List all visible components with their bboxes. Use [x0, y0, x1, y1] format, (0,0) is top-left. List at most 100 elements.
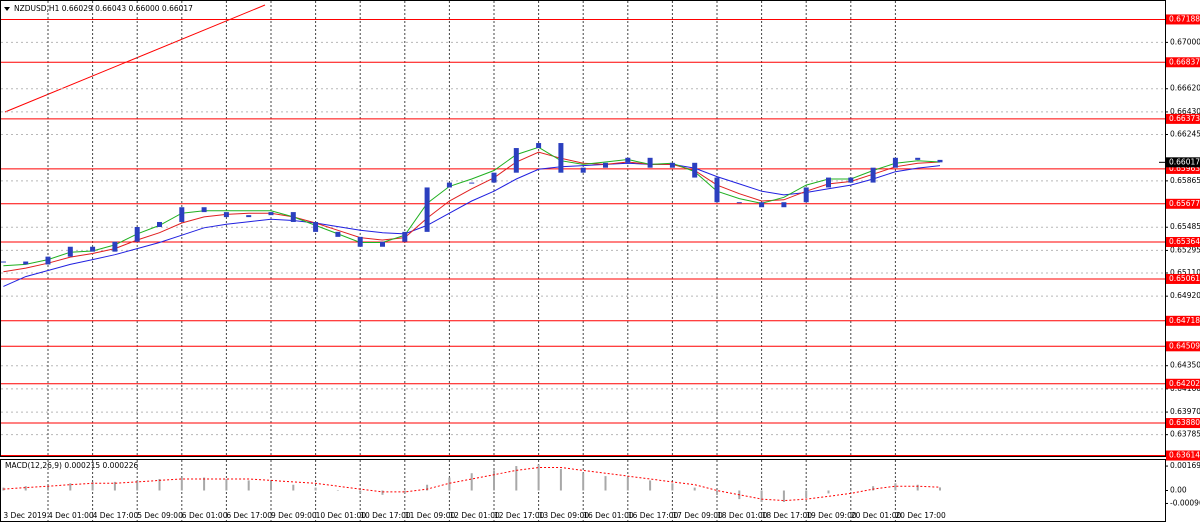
x-tick-label: 9 Dec 09:00	[271, 511, 317, 520]
x-tick-label: 3 Dec 2019	[3, 511, 46, 520]
x-tick-label: 4 Dec 01:00	[48, 511, 94, 520]
candle	[870, 167, 876, 183]
y-tick-label: 0.00	[1170, 486, 1187, 495]
macd-bar	[24, 486, 27, 491]
x-tick-label: 18 Dec 01:00	[717, 511, 768, 520]
y-tick-label: -0.000901	[1170, 498, 1200, 507]
macd-bar	[582, 473, 585, 491]
moving-average	[3, 162, 941, 287]
candle	[134, 226, 140, 242]
y-tick-label: 0.66620	[1170, 84, 1200, 93]
macd-bar	[292, 484, 295, 491]
macd-bar	[225, 478, 228, 491]
candle	[781, 202, 787, 208]
macd-bar	[604, 476, 607, 491]
y-tick-label: 0.64350	[1170, 361, 1200, 370]
y-tick-label: 0.65110	[1170, 268, 1200, 277]
y-tick-label: 0.66430	[1170, 107, 1200, 116]
x-tick-label: 12 Dec 17:00	[494, 511, 545, 520]
x-tick-label: 20 Dec 17:00	[895, 511, 946, 520]
level-label: 0.65061	[1169, 274, 1200, 283]
macd-bar	[760, 490, 763, 503]
level-label: 0.65677	[1169, 199, 1200, 208]
macd-bar	[872, 486, 875, 491]
macd-bar	[403, 490, 406, 494]
macd-title: MACD(12,26,9) 0.000215 0.000226	[5, 461, 139, 470]
level-label-box	[1166, 14, 1200, 25]
macd-bar	[537, 464, 540, 491]
candle	[179, 207, 185, 222]
candle	[380, 241, 385, 247]
candle	[915, 157, 921, 160]
macd-bar	[113, 481, 116, 491]
y-tick-label: 0.66245	[1170, 130, 1200, 139]
x-tick-label: 16 Dec 17:00	[628, 511, 679, 520]
level-label: 0.64718	[1169, 316, 1200, 325]
level-label: 0.67188	[1169, 14, 1200, 23]
macd-bar	[805, 490, 808, 498]
x-tick-label: 5 Dec 09:00	[137, 511, 183, 520]
candle	[759, 202, 765, 208]
level-label: 0.63614	[1169, 451, 1200, 460]
macd-bar	[916, 484, 919, 491]
title-arrow	[4, 7, 10, 11]
candle	[112, 241, 118, 252]
candle	[268, 212, 274, 216]
macd-bar	[849, 490, 852, 491]
candle	[558, 143, 564, 173]
macd-bar	[314, 487, 317, 491]
candle	[290, 212, 296, 222]
candle	[536, 143, 542, 149]
candle	[90, 246, 96, 252]
candle	[826, 177, 831, 188]
level-label-box	[1166, 418, 1200, 429]
level-label-box	[1166, 450, 1200, 461]
candle	[892, 157, 898, 168]
x-tick-label: 19 Dec 09:00	[806, 511, 857, 520]
macd-bar	[626, 477, 629, 491]
x-tick-label: 17 Dec 09:00	[672, 511, 723, 520]
candle	[157, 221, 162, 227]
macd-bar	[716, 490, 718, 495]
macd-bar	[693, 487, 696, 491]
y-tick-label: 0.65295	[1170, 245, 1200, 254]
level-label-box	[1166, 315, 1200, 326]
candle	[357, 236, 363, 247]
candle	[491, 172, 497, 183]
macd-bar	[649, 480, 652, 491]
level-label: 0.64202	[1169, 379, 1200, 388]
current-price-box	[1166, 157, 1200, 168]
level-label: 0.65364	[1169, 237, 1200, 246]
candle	[67, 246, 73, 257]
macd-bar	[247, 480, 250, 491]
level-label-box	[1166, 378, 1200, 389]
macd-bar	[47, 484, 49, 491]
x-tick-label: 18 Dec 17:00	[762, 511, 813, 520]
candle	[513, 148, 519, 173]
candle	[402, 231, 408, 242]
level-label-box	[1166, 341, 1200, 352]
level-label-box	[1166, 273, 1200, 284]
candle	[669, 162, 675, 168]
level-label-box	[1166, 236, 1200, 247]
y-tick-label: 0.63785	[1170, 430, 1200, 439]
x-tick-label: 13 Dec 09:00	[539, 511, 590, 520]
macd-bar	[515, 466, 518, 491]
level-label-box	[1166, 163, 1200, 174]
candle	[736, 202, 742, 204]
y-tick-label: 0.67000	[1170, 37, 1200, 46]
x-tick-label: 10 Dec 17:00	[360, 511, 411, 520]
y-tick-label: 0.65485	[1170, 222, 1200, 231]
moving-average	[3, 151, 941, 273]
level-label-box	[1166, 198, 1200, 209]
candle	[0, 261, 6, 263]
candle	[714, 177, 720, 203]
x-tick-label: 4 Dec 17:00	[93, 511, 139, 520]
candle	[223, 212, 229, 218]
y-tick-label: 0.001698	[1170, 461, 1200, 470]
level-label-box	[1166, 57, 1200, 68]
candle	[469, 182, 475, 184]
macd-bar	[136, 480, 139, 491]
